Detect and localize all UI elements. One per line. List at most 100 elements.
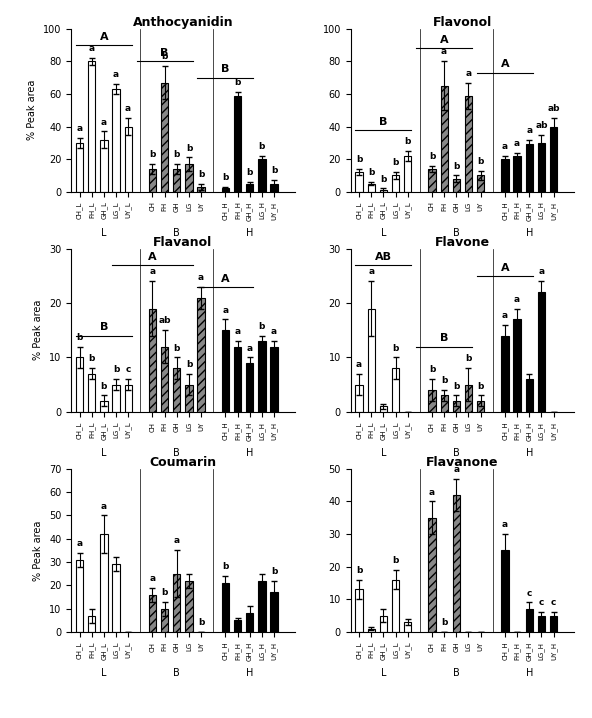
Bar bbox=[271, 184, 278, 192]
Bar bbox=[234, 95, 241, 192]
Bar bbox=[392, 175, 399, 192]
Bar bbox=[173, 368, 181, 412]
Bar bbox=[429, 390, 436, 412]
Bar bbox=[429, 169, 436, 192]
Text: c: c bbox=[539, 598, 544, 607]
Text: a: a bbox=[271, 327, 277, 336]
Text: a: a bbox=[502, 520, 508, 529]
Title: Flavone: Flavone bbox=[435, 236, 490, 248]
Text: a: a bbox=[149, 574, 156, 583]
Bar bbox=[477, 401, 484, 412]
Bar bbox=[501, 550, 509, 632]
Text: b: b bbox=[186, 144, 192, 153]
Bar bbox=[258, 341, 266, 412]
Bar bbox=[234, 347, 241, 412]
Text: b: b bbox=[101, 381, 107, 391]
Bar bbox=[88, 61, 95, 192]
Text: A: A bbox=[501, 60, 509, 70]
Text: a: a bbox=[538, 268, 545, 276]
Bar bbox=[149, 309, 156, 412]
Bar bbox=[100, 534, 108, 632]
Text: A: A bbox=[501, 263, 509, 273]
Text: a: a bbox=[502, 142, 508, 151]
Title: Flavanone: Flavanone bbox=[426, 456, 498, 469]
Bar bbox=[185, 581, 192, 632]
Bar bbox=[100, 139, 108, 192]
Bar bbox=[392, 579, 399, 632]
Bar bbox=[379, 615, 387, 632]
Text: AB: AB bbox=[375, 252, 392, 262]
Bar bbox=[112, 89, 120, 192]
Text: b: b bbox=[222, 562, 229, 571]
Text: B: B bbox=[173, 668, 180, 678]
Text: B: B bbox=[160, 48, 169, 58]
Text: a: a bbox=[149, 268, 156, 276]
Text: b: b bbox=[162, 52, 168, 61]
Text: a: a bbox=[234, 327, 240, 336]
Bar bbox=[526, 379, 533, 412]
Text: b: b bbox=[356, 155, 362, 164]
Bar bbox=[161, 83, 168, 192]
Text: c: c bbox=[126, 365, 131, 374]
Bar bbox=[246, 184, 253, 192]
Text: a: a bbox=[76, 538, 83, 548]
Bar bbox=[185, 385, 192, 412]
Text: b: b bbox=[392, 556, 399, 565]
Bar bbox=[234, 620, 241, 632]
Bar bbox=[258, 159, 266, 192]
Text: b: b bbox=[441, 376, 448, 385]
Text: b: b bbox=[271, 167, 277, 175]
Text: b: b bbox=[453, 162, 459, 171]
Text: b: b bbox=[162, 587, 168, 597]
Bar bbox=[404, 622, 411, 632]
Bar bbox=[88, 374, 95, 412]
Text: a: a bbox=[223, 306, 229, 314]
Text: b: b bbox=[246, 168, 253, 177]
Bar bbox=[501, 159, 509, 192]
Text: b: b bbox=[478, 381, 484, 391]
Bar bbox=[368, 628, 375, 632]
Text: b: b bbox=[234, 78, 241, 88]
Text: B: B bbox=[453, 228, 460, 238]
Text: b: b bbox=[259, 322, 265, 331]
Bar bbox=[88, 615, 95, 632]
Text: a: a bbox=[368, 268, 374, 276]
Text: a: a bbox=[429, 488, 435, 497]
Text: L: L bbox=[101, 228, 107, 238]
Bar bbox=[538, 615, 545, 632]
Text: b: b bbox=[173, 343, 180, 353]
Text: a: a bbox=[514, 139, 520, 148]
Text: a: a bbox=[502, 311, 508, 320]
Text: A: A bbox=[221, 274, 230, 284]
Text: H: H bbox=[246, 668, 253, 678]
Bar bbox=[453, 495, 460, 632]
Text: B: B bbox=[453, 668, 460, 678]
Bar bbox=[246, 613, 253, 632]
Text: b: b bbox=[113, 365, 119, 374]
Bar bbox=[513, 156, 521, 192]
Text: b: b bbox=[453, 381, 459, 391]
Text: b: b bbox=[149, 150, 156, 159]
Text: H: H bbox=[526, 228, 533, 238]
Y-axis label: % Peak area: % Peak area bbox=[33, 300, 43, 360]
Bar bbox=[246, 363, 253, 412]
Text: c: c bbox=[551, 598, 556, 607]
Bar bbox=[465, 95, 472, 192]
Text: A: A bbox=[148, 252, 157, 262]
Text: b: b bbox=[186, 360, 192, 369]
Bar bbox=[112, 564, 120, 632]
Text: b: b bbox=[441, 618, 448, 627]
Bar bbox=[368, 309, 375, 412]
Bar bbox=[222, 330, 229, 412]
Text: L: L bbox=[101, 668, 107, 678]
Text: a: a bbox=[441, 47, 447, 57]
Text: b: b bbox=[198, 169, 204, 179]
Bar bbox=[173, 169, 181, 192]
Bar bbox=[198, 187, 205, 192]
Bar bbox=[355, 172, 363, 192]
Bar bbox=[76, 143, 83, 192]
Y-axis label: % Peak area: % Peak area bbox=[33, 520, 43, 581]
Text: b: b bbox=[380, 174, 387, 184]
Bar bbox=[173, 574, 181, 632]
Bar bbox=[429, 518, 436, 632]
